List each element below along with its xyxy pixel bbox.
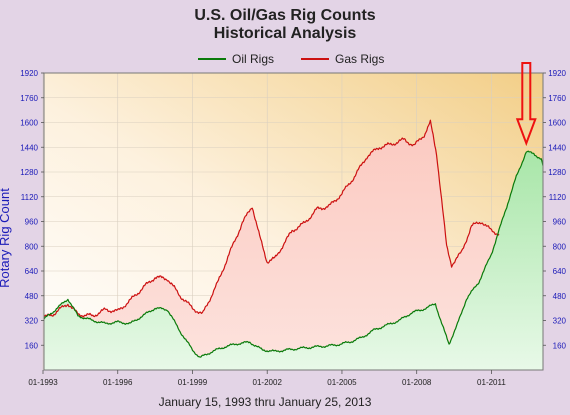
- y-tick-label-left: 1120: [21, 193, 39, 202]
- y-tick-label-right: 160: [553, 341, 567, 350]
- y-tick-label-right: 1760: [548, 94, 566, 103]
- y-tick-label-right: 1920: [548, 69, 566, 78]
- y-tick-label-right: 1280: [548, 168, 566, 177]
- y-tick-label-right: 1120: [549, 193, 567, 202]
- legend-label-oil: Oil Rigs: [232, 52, 274, 66]
- x-tick-label: 01-2011: [477, 378, 506, 387]
- y-tick-label-right: 640: [553, 267, 567, 276]
- x-tick-label: 01-1996: [103, 378, 133, 387]
- y-axis-ticks-right: 160 320 480 640 800 960 1120 1280 1440 1600 1760 19…: [543, 69, 567, 350]
- oil-rigs-line: [43, 150, 544, 358]
- x-tick-label: 01-1999: [178, 378, 208, 387]
- x-tick-label: 01-2005: [327, 378, 357, 387]
- x-tick-label: 01-2002: [253, 378, 283, 387]
- y-tick-label-left: 1440: [20, 143, 38, 152]
- x-tick-label: 01-1993: [28, 378, 58, 387]
- x-tick-label: 01-2008: [402, 378, 432, 387]
- series-lines: [43, 119, 544, 358]
- y-tick-label-left: 960: [25, 218, 39, 227]
- y-axis-ticks-left: 160 320 480 640 800 960 1120 1280 1440 1600 1760 19…: [20, 69, 44, 350]
- y-tick-label-left: 1600: [20, 119, 38, 128]
- y-tick-label-left: 480: [25, 292, 39, 301]
- y-tick-label-right: 1600: [548, 119, 566, 128]
- y-tick-label-right: 320: [553, 317, 567, 326]
- peak-arrow: [515, 62, 537, 147]
- oil-rigs-area: [44, 151, 543, 370]
- legend: Oil Rigs Gas Rigs: [198, 52, 384, 66]
- y-tick-label-right: 1440: [548, 143, 566, 152]
- chart-subtitle: Historical Analysis: [214, 25, 357, 42]
- x-axis-ticks: 01-1993 01-1996 01-1999 01-2002 01-2005 01-20…: [28, 370, 506, 387]
- y-tick-label-right: 960: [553, 218, 567, 227]
- chart-title: U.S. Oil/Gas Rig Counts: [194, 7, 375, 24]
- peak-arrow-annotation: [515, 62, 537, 147]
- x-axis-caption: January 15, 1993 thru January 25, 2013: [159, 395, 372, 409]
- y-tick-label-left: 320: [25, 317, 39, 326]
- legend-label-gas: Gas Rigs: [335, 52, 384, 66]
- y-tick-label-left: 640: [25, 267, 39, 276]
- y-tick-label-right: 480: [553, 292, 567, 301]
- y-tick-label-left: 800: [25, 242, 39, 251]
- y-tick-label-left: 1280: [20, 168, 38, 177]
- y-axis-label: Rotary Rig Count: [0, 188, 12, 288]
- y-tick-label-right: 800: [553, 242, 567, 251]
- gas-rigs-line: [43, 119, 500, 318]
- y-tick-label-left: 1760: [20, 94, 38, 103]
- y-tick-label-left: 1920: [20, 69, 38, 78]
- y-tick-label-left: 160: [25, 341, 39, 350]
